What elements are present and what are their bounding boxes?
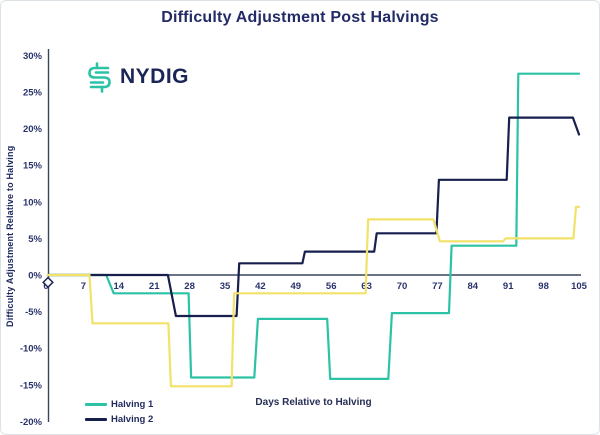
- svg-text:42: 42: [255, 281, 266, 292]
- svg-text:105: 105: [571, 281, 588, 292]
- svg-text:-10%: -10%: [20, 344, 43, 355]
- svg-text:21: 21: [149, 281, 160, 292]
- chart-legend: Halving 1 Halving 2: [85, 399, 153, 425]
- svg-text:98: 98: [538, 281, 549, 292]
- legend-item-halving-1: Halving 1: [85, 399, 153, 410]
- svg-text:15%: 15%: [23, 161, 43, 172]
- legend-swatch-halving-1: [85, 403, 107, 406]
- svg-text:7: 7: [81, 281, 86, 292]
- svg-text:35: 35: [220, 281, 231, 292]
- svg-text:14: 14: [114, 281, 125, 292]
- nydig-logo-text: NYDIG: [120, 65, 190, 88]
- svg-text:56: 56: [326, 281, 337, 292]
- svg-text:84: 84: [468, 281, 479, 292]
- legend-label-halving-2: Halving 2: [111, 414, 154, 425]
- svg-text:70: 70: [397, 281, 408, 292]
- svg-text:25%: 25%: [23, 88, 43, 99]
- svg-text:10%: 10%: [23, 197, 43, 208]
- svg-text:-5%: -5%: [25, 307, 42, 318]
- svg-text:77: 77: [432, 281, 443, 292]
- nydig-logo: NYDIG: [85, 59, 189, 95]
- svg-text:30%: 30%: [23, 51, 43, 62]
- svg-text:28: 28: [184, 281, 195, 292]
- nydig-logo-icon: [88, 62, 111, 93]
- svg-text:49: 49: [291, 281, 302, 292]
- svg-text:20%: 20%: [23, 124, 43, 135]
- svg-text:5%: 5%: [28, 234, 42, 245]
- svg-text:-15%: -15%: [20, 380, 43, 391]
- legend-label-halving-1: Halving 1: [111, 399, 154, 410]
- legend-item-halving-2: Halving 2: [85, 414, 153, 425]
- svg-text:-20%: -20%: [20, 417, 43, 428]
- legend-swatch-halving-2: [85, 418, 107, 421]
- y-axis-title: Difficulty Adjustment Relative to Halvin…: [5, 145, 15, 327]
- svg-text:91: 91: [503, 281, 514, 292]
- chart-title: Difficulty Adjustment Post Halvings: [161, 9, 439, 26]
- x-axis-title: Days Relative to Halving: [255, 397, 372, 408]
- svg-text:0: 0: [43, 281, 48, 292]
- svg-text:0%: 0%: [28, 271, 42, 282]
